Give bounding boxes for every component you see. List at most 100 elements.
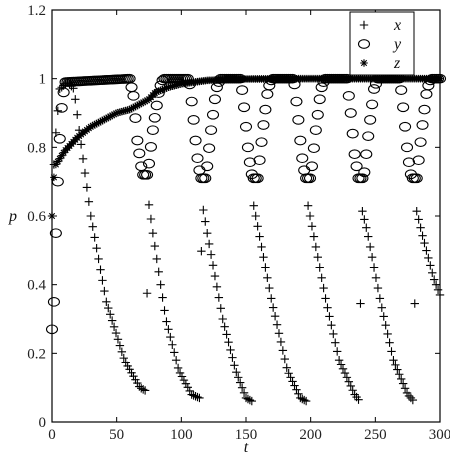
x-tick-label: 0: [48, 427, 56, 443]
data-point-x: [408, 395, 418, 405]
data-point-x: [429, 275, 439, 284]
data-point-z: [158, 85, 167, 94]
x-axis-label: t: [244, 439, 249, 453]
data-point-z: [152, 88, 161, 96]
data-point-y: [261, 89, 274, 99]
legend-box: [349, 11, 415, 76]
data-point-x: [257, 242, 266, 252]
data-point-x: [154, 267, 163, 276]
data-point-x: [170, 348, 179, 357]
data-point-x: [338, 364, 348, 373]
data-point-y: [253, 155, 266, 166]
data-point-z: [55, 154, 64, 163]
data-point-x: [261, 263, 270, 272]
data-point-z: [156, 86, 165, 95]
data-point-y: [47, 296, 60, 307]
data-point-y: [150, 100, 163, 111]
data-point-x: [107, 316, 117, 325]
data-point-x: [391, 360, 400, 370]
data-point-x: [255, 232, 264, 241]
data-point-y: [131, 135, 144, 146]
data-point-x: [406, 393, 416, 403]
data-point-y: [305, 161, 319, 172]
data-point-x: [123, 361, 132, 371]
data-point-y: [309, 125, 322, 136]
data-point-y: [148, 112, 161, 123]
data-point-x: [397, 374, 406, 384]
data-point-x: [334, 356, 344, 365]
legend-label-z: z: [393, 55, 401, 72]
data-point-z: [139, 98, 147, 107]
y-tick-label: 1: [39, 72, 47, 88]
data-point-x: [177, 372, 187, 381]
data-point-z: [110, 110, 118, 119]
data-point-z: [96, 117, 105, 126]
data-point-x: [377, 303, 386, 312]
data-point-x: [340, 368, 350, 378]
data-point-x: [362, 223, 371, 232]
data-point-x: [247, 396, 257, 406]
data-point-y: [201, 161, 214, 172]
data-point-x: [228, 353, 237, 362]
data-point-x: [235, 378, 245, 387]
data-point-x: [410, 299, 419, 308]
data-point-z: [131, 102, 140, 111]
data-point-y: [191, 153, 204, 164]
data-point-z: [50, 173, 58, 182]
data-point-z: [154, 87, 163, 95]
data-point-x: [369, 263, 379, 272]
legend-marker-z: [360, 59, 368, 67]
y-tick-label: 0.4: [27, 278, 46, 294]
data-point-x: [115, 341, 125, 350]
data-point-y: [418, 104, 431, 115]
data-point-y: [296, 153, 309, 164]
data-point-y: [203, 143, 216, 154]
data-point-x: [416, 223, 425, 232]
data-point-x: [94, 254, 103, 264]
data-point-x: [140, 386, 150, 395]
data-point-x: [311, 242, 321, 252]
data-point-x: [171, 356, 181, 365]
data-point-y: [57, 87, 70, 98]
data-point-x: [203, 228, 212, 238]
x-tick-label: 250: [364, 427, 387, 443]
data-point-y: [344, 108, 357, 118]
data-point-x: [245, 395, 255, 405]
data-point-y: [255, 137, 268, 148]
x-tick-label: 300: [429, 427, 450, 443]
data-point-x: [276, 337, 286, 347]
data-point-x: [106, 310, 115, 319]
data-point-y: [129, 113, 142, 123]
data-point-x: [210, 271, 220, 281]
data-point-x: [144, 200, 154, 210]
data-point-y: [400, 142, 414, 153]
data-point-z: [141, 97, 149, 106]
x-tick-label: 150: [235, 427, 258, 443]
data-point-y: [350, 161, 363, 172]
data-point-y: [410, 173, 423, 184]
data-point-x: [313, 253, 322, 262]
data-point-z: [108, 111, 116, 120]
data-point-x: [325, 312, 334, 321]
data-point-x: [119, 353, 128, 363]
data-point-y: [414, 137, 427, 148]
data-point-z: [125, 105, 134, 114]
data-point-y: [193, 165, 206, 176]
data-point-x: [220, 322, 229, 331]
data-point-y: [420, 89, 433, 99]
data-point-x: [375, 294, 385, 303]
data-point-x: [162, 317, 171, 326]
data-point-x: [199, 205, 208, 215]
data-point-y: [298, 165, 311, 176]
data-point-x: [387, 347, 396, 356]
data-point-x: [398, 379, 408, 388]
data-point-x: [286, 373, 295, 382]
data-point-y: [399, 121, 412, 132]
legend-label-x: x: [393, 17, 401, 34]
data-point-x: [218, 314, 227, 324]
data-point-z: [94, 118, 103, 127]
data-point-x: [88, 222, 97, 231]
data-point-x: [360, 215, 369, 224]
data-point-x: [303, 201, 313, 210]
